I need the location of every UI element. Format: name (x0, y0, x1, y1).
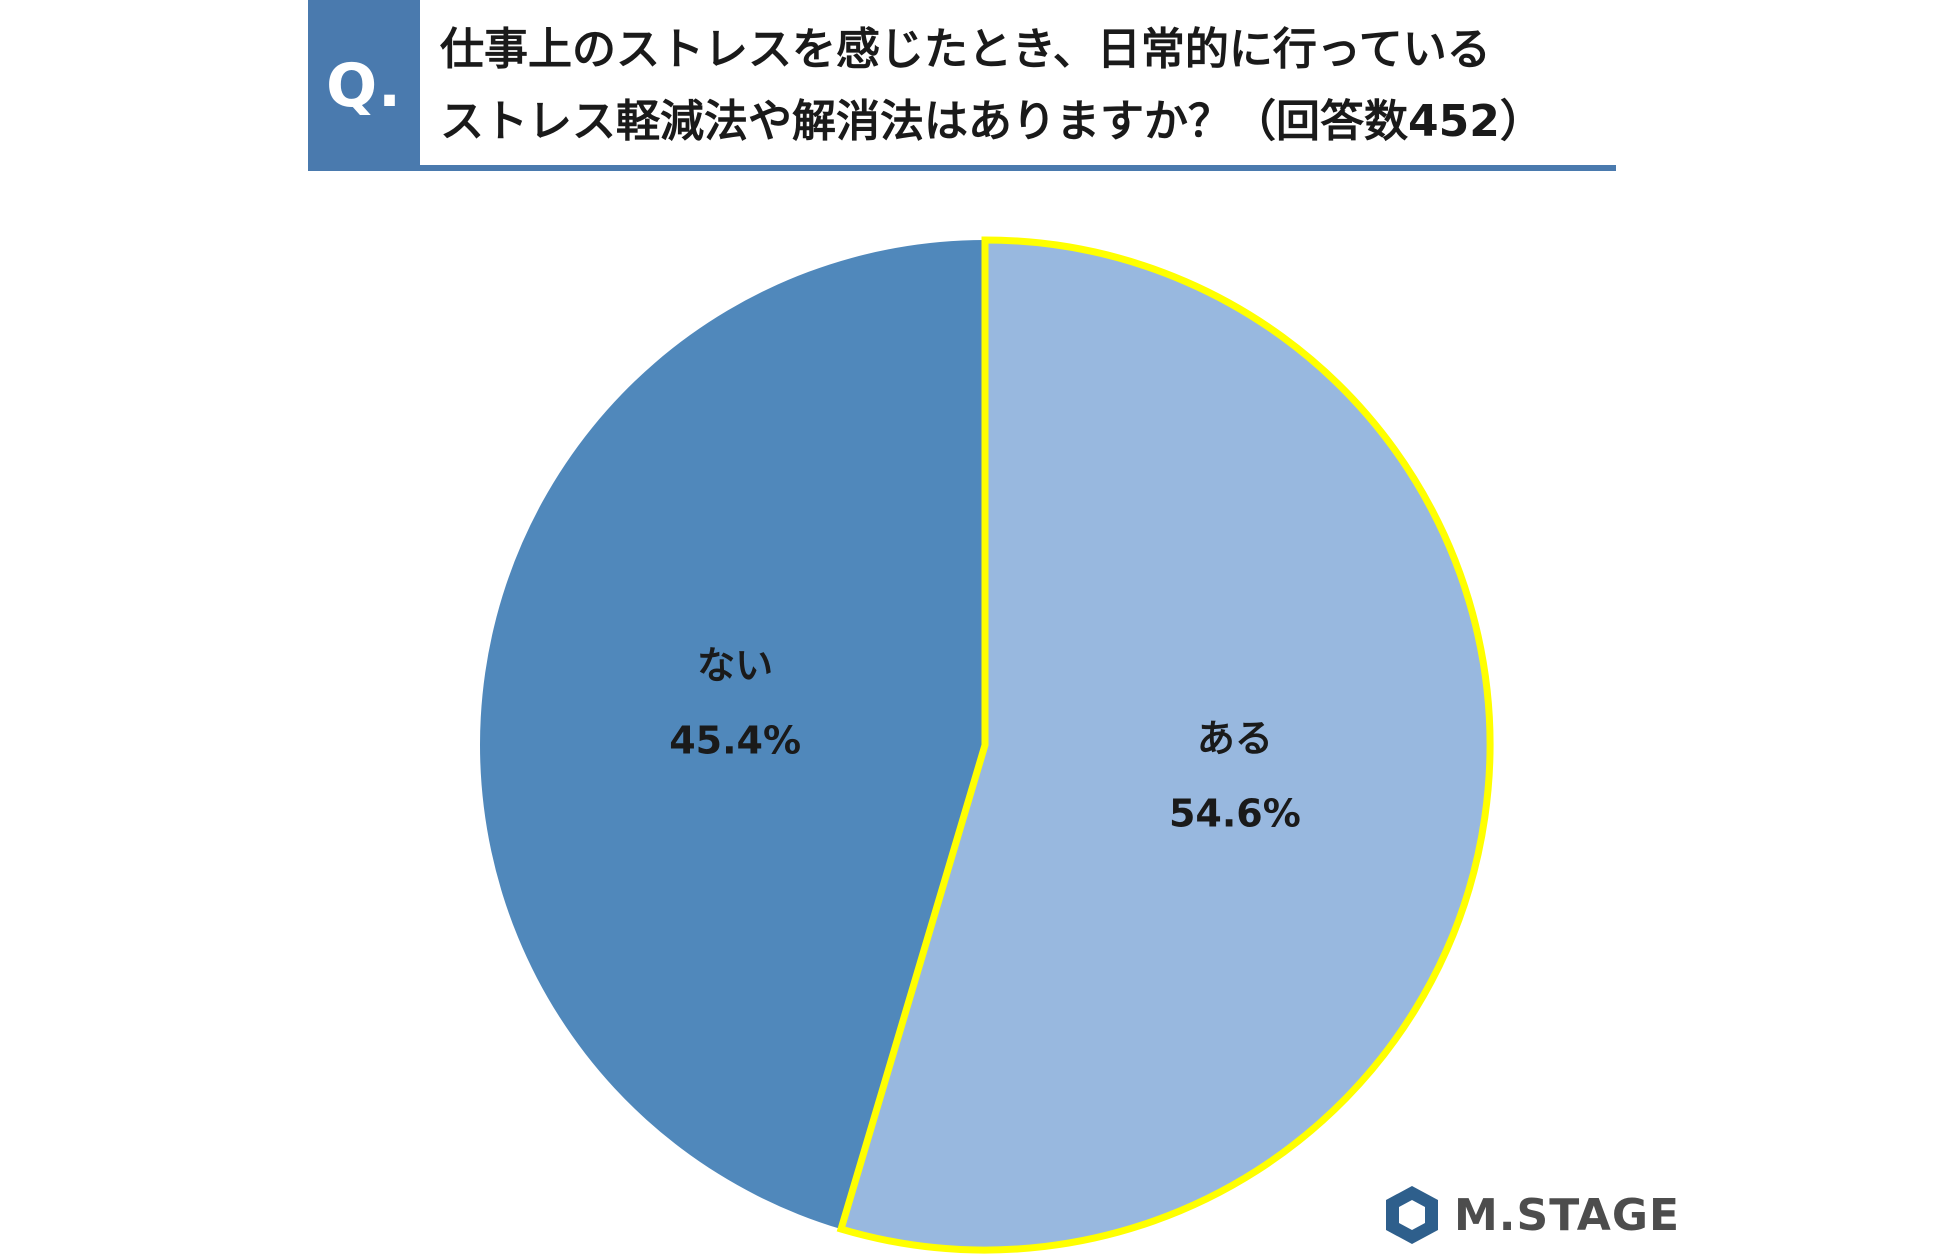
pie-slice-1 (836, 236, 1494, 1254)
chart-title: 仕事上のストレスを感じたとき、日常的に行っている ストレス軽減法や解消法はありま… (440, 14, 1610, 158)
title-line-2: ストレス軽減法や解消法はありますか？（回答数452） (440, 96, 1544, 147)
slice-value-label-1: 54.6% (1169, 791, 1301, 835)
pie-slices (480, 236, 1494, 1254)
title-line-1: 仕事上のストレスを感じたとき、日常的に行っている (440, 24, 1491, 75)
title-underline (308, 165, 1616, 171)
brand-logo: M.STAGE (1382, 1180, 1680, 1250)
slice-value-label-2: 45.4% (669, 719, 801, 763)
pie-slice-2 (480, 240, 985, 1230)
question-badge: Q. (308, 0, 420, 171)
logo-text: M.STAGE (1454, 1189, 1681, 1241)
pie-labels: ある 54.6% ない 45.4% (669, 644, 1301, 836)
slice-category-label-2: ない (697, 644, 773, 688)
logo-mark-icon (1386, 1186, 1438, 1244)
slice-category-label-1: ある (1197, 716, 1273, 760)
